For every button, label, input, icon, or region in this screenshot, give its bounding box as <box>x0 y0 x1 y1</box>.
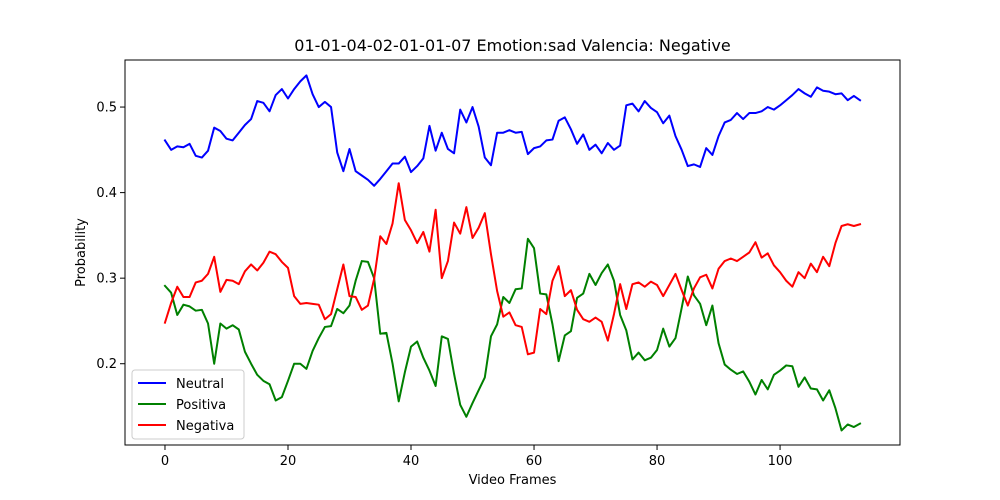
chart-title: 01-01-04-02-01-01-07 Emotion:sad Valenci… <box>294 36 730 55</box>
x-tick-label: 40 <box>403 454 420 469</box>
plot-frame <box>124 59 901 446</box>
x-tick-label: 60 <box>526 454 543 469</box>
series-line-positiva <box>163 237 862 432</box>
x-tick-label: 100 <box>768 454 793 469</box>
series-line-negativa <box>163 182 862 356</box>
x-tick-label: 0 <box>161 454 169 469</box>
y-axis-label: Probability <box>74 218 89 287</box>
legend-label-positiva: Positiva <box>176 398 226 413</box>
legend-box <box>131 369 245 440</box>
series-line-neutral <box>163 74 862 187</box>
ticks-layer: 0 20 40 60 80 100 0.2 0.3 0.4 0.5 <box>96 101 792 469</box>
y-tick-label: 0.3 <box>96 272 117 287</box>
series-layer <box>163 74 862 432</box>
y-tick-label: 0.2 <box>96 357 117 372</box>
legend-label-negativa: Negativa <box>176 419 234 434</box>
x-tick-label: 20 <box>280 454 297 469</box>
legend: Neutral Positiva Negativa <box>131 369 245 440</box>
y-tick-label: 0.5 <box>96 101 117 116</box>
legend-label-neutral: Neutral <box>176 377 224 392</box>
x-axis-label: Video Frames <box>469 473 557 488</box>
x-tick-label: 80 <box>649 454 666 469</box>
y-tick-label: 0.4 <box>96 186 117 201</box>
